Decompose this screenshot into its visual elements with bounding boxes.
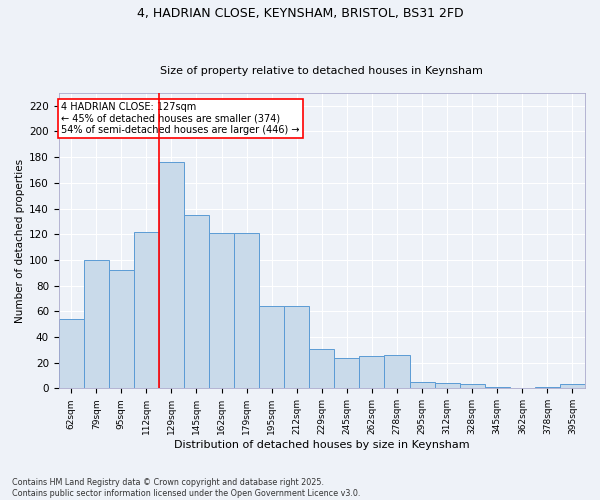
Bar [184,215,209,388]
Bar [159,162,184,388]
Text: 4 HADRIAN CLOSE: 127sqm
← 45% of detached houses are smaller (374)
54% of semi-d: 4 HADRIAN CLOSE: 127sqm ← 45% of detache… [61,102,300,135]
Bar [535,387,560,388]
Bar [109,270,134,388]
Bar [134,232,159,388]
Bar [209,233,234,388]
Bar [284,306,309,388]
X-axis label: Distribution of detached houses by size in Keynsham: Distribution of detached houses by size … [174,440,470,450]
Bar [309,348,334,389]
Bar [234,233,259,388]
Bar [434,383,460,388]
Bar [59,319,84,388]
Bar [385,355,410,388]
Y-axis label: Number of detached properties: Number of detached properties [15,158,25,322]
Bar [259,306,284,388]
Bar [410,382,434,388]
Bar [560,384,585,388]
Bar [485,387,510,388]
Text: 4, HADRIAN CLOSE, KEYNSHAM, BRISTOL, BS31 2FD: 4, HADRIAN CLOSE, KEYNSHAM, BRISTOL, BS3… [137,8,463,20]
Title: Size of property relative to detached houses in Keynsham: Size of property relative to detached ho… [160,66,483,76]
Bar [460,384,485,388]
Bar [359,356,385,388]
Bar [334,358,359,388]
Text: Contains HM Land Registry data © Crown copyright and database right 2025.
Contai: Contains HM Land Registry data © Crown c… [12,478,361,498]
Bar [84,260,109,388]
